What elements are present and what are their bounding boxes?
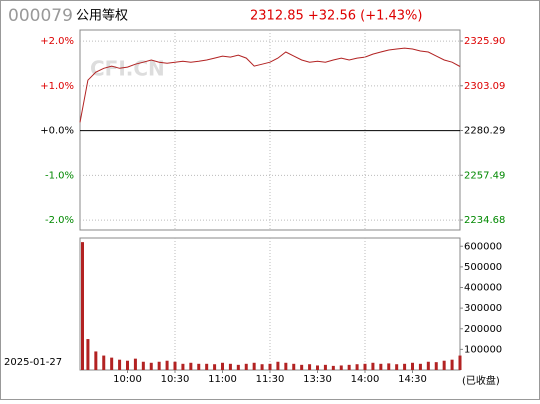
y-tick-label: 2325.90 (464, 36, 505, 47)
watermark: CFI.CN (90, 57, 165, 81)
volume-bar (268, 363, 272, 370)
volume-bar (81, 242, 84, 370)
volume-bar (181, 363, 185, 370)
volume-bar (379, 363, 383, 370)
volume-bar (149, 362, 153, 370)
y-tick-label: 300000 (464, 303, 502, 314)
volume-bar (284, 362, 288, 370)
date: 2025-01-27 (4, 357, 62, 368)
volume-bar (418, 363, 422, 370)
volume-bar (426, 361, 430, 370)
status: (已收盘) (462, 374, 500, 387)
volume-bar (189, 362, 193, 370)
volume-bar (363, 363, 367, 370)
x-tick-label: 14:00 (351, 374, 380, 385)
volume-bar (213, 364, 217, 370)
x-tick-label: 10:30 (161, 374, 190, 385)
y-tick-label: 2280.29 (464, 126, 505, 137)
volume-bar (308, 364, 312, 370)
volume-bar (316, 365, 319, 370)
volume-bar (221, 362, 224, 370)
y-tick-label: 100000 (464, 344, 502, 355)
volume-bar (395, 364, 399, 370)
volume-bar (347, 364, 351, 370)
volume-bar (442, 360, 446, 370)
volume-bar (411, 362, 414, 370)
volume-bar (450, 359, 454, 370)
volume-bar (157, 361, 161, 370)
volume-bar (458, 355, 462, 370)
volume-bar (236, 364, 240, 370)
volume-bar (110, 357, 114, 370)
volume-bar (102, 355, 106, 370)
volume-bar (371, 362, 375, 370)
stock-code: 000079 (8, 6, 73, 26)
x-tick-label: 14:30 (398, 374, 427, 385)
volume-bar (292, 363, 296, 370)
volume-bar (228, 363, 232, 370)
stock-name: 公用等权 (76, 8, 128, 24)
y2-tick-label: +1.0% (40, 81, 74, 92)
volume-bar (323, 364, 327, 370)
volume-bar (86, 339, 90, 370)
volume-bar (339, 365, 343, 370)
y2-tick-label: +2.0% (40, 36, 74, 47)
x-tick-label: 11:00 (208, 374, 237, 385)
volume-bar (403, 363, 407, 370)
volume-bar (197, 363, 201, 370)
y-tick-label: 400000 (464, 283, 502, 294)
y-tick-label: 2303.09 (464, 81, 505, 92)
volume-bar (387, 363, 391, 370)
x-tick-label: 13:30 (303, 374, 332, 385)
x-tick-label: 10:00 (113, 374, 142, 385)
y-tick-label: 2257.49 (464, 170, 505, 181)
x-tick-label: 11:30 (256, 374, 285, 385)
price-line (79, 47, 461, 123)
volume-bar (141, 361, 145, 370)
volume-bar (300, 364, 304, 370)
volume-bar (260, 364, 264, 370)
y-tick-label: 200000 (464, 324, 502, 335)
volume-bar (434, 362, 438, 370)
volume-bar (205, 363, 209, 370)
volume-bar (133, 358, 137, 370)
y2-tick-label: -1.0% (45, 170, 74, 181)
volume-bar (118, 359, 122, 370)
volume-bar (126, 360, 129, 370)
y-tick-label: 2234.68 (464, 215, 505, 226)
y-tick-label: 600000 (464, 241, 502, 252)
volume-bar (165, 360, 169, 370)
y2-tick-label: -2.0% (45, 215, 74, 226)
volume-bar (276, 361, 280, 370)
volume-bar (331, 365, 335, 370)
volume-bar (252, 362, 256, 370)
volume-bar (244, 363, 248, 370)
quote: 2312.85 +32.56 (+1.43%) (250, 9, 422, 24)
volume-bar (173, 361, 177, 370)
volume-bar (94, 351, 98, 370)
y2-tick-label: +0.0% (40, 126, 74, 137)
y-tick-label: 500000 (464, 262, 502, 273)
volume-bar (355, 364, 359, 370)
